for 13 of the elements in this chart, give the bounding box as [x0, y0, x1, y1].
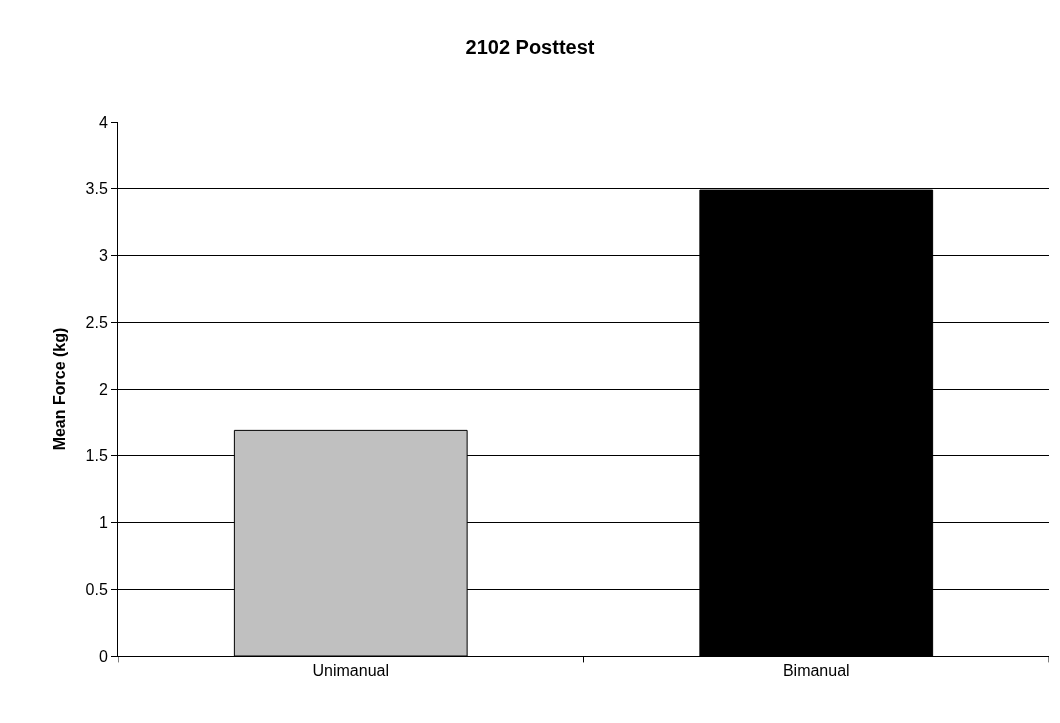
y-tick-label: 3.5 [85, 180, 108, 198]
y-axis-title: Mean Force (kg) [51, 327, 69, 451]
y-tick-label: 0.5 [85, 580, 108, 598]
y-tick-label: 2.5 [85, 313, 108, 331]
x-tick-label: Bimanual [782, 662, 850, 680]
y-tick-label: 1 [98, 514, 108, 532]
y-tick-label: 1.5 [85, 447, 108, 465]
y-tick-label: 4 [98, 113, 108, 131]
chart-title: 2102 Posttest [465, 35, 595, 58]
y-tick-label: 0 [98, 647, 108, 665]
y-tick-label: 2 [98, 380, 108, 398]
y-tick-label: 3 [98, 247, 108, 265]
x-tick-label: Unimanual [312, 662, 389, 680]
